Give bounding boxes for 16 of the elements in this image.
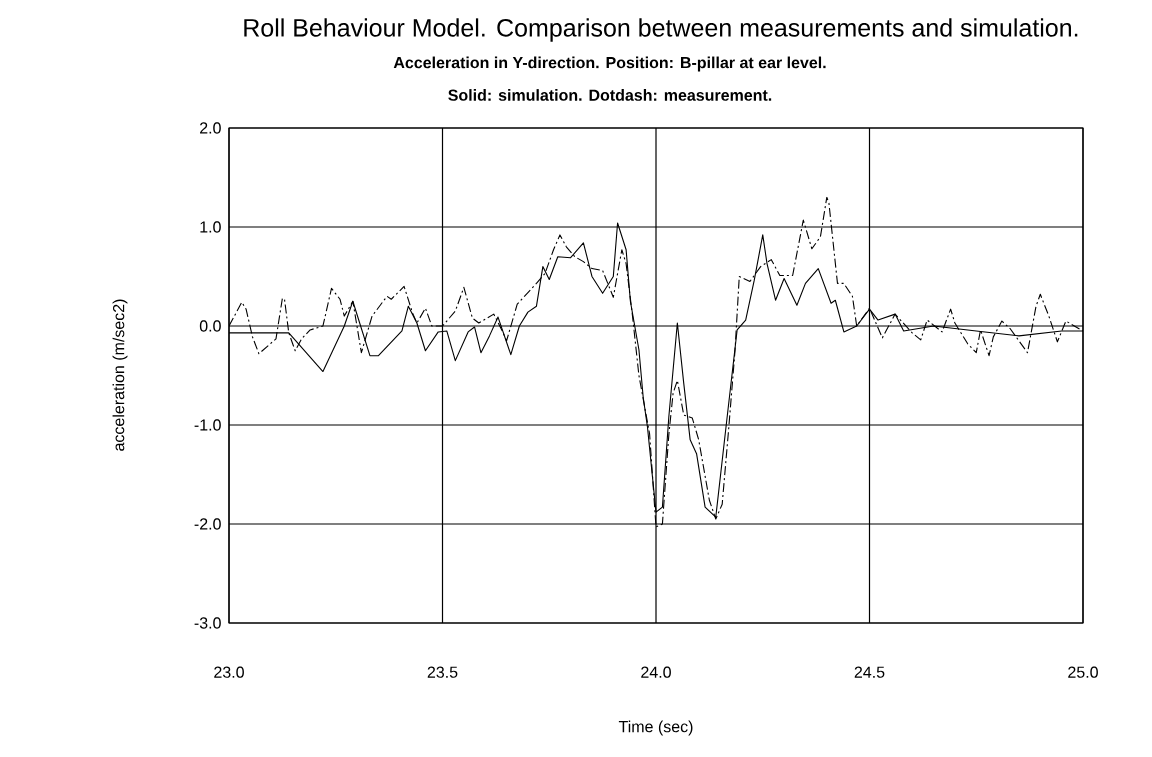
y-tick-label: -2.0 (194, 518, 221, 530)
chart-subtitle: Acceleration in Y-direction. Position: B-pillar at ear level. (393, 56, 826, 72)
x-tick-label: 23.0 (214, 666, 244, 678)
x-tick-label: 24.0 (641, 666, 671, 678)
y-axis-title: acceleration (m/sec2) (112, 299, 128, 451)
y-tick-label: 0.0 (199, 320, 221, 332)
y-tick-label: 1.0 (200, 221, 221, 233)
y-tick-label: 2.0 (200, 122, 221, 134)
x-axis-title: Time (sec) (618, 720, 693, 736)
x-tick-label: 23.5 (427, 666, 458, 678)
text: Solid: simulation. Dotdash: measurement. (448, 89, 772, 101)
y-tick-label: -3.0 (194, 617, 221, 629)
x-tick-label: 24.5 (854, 666, 885, 678)
x-tick-label: 25.0 (1068, 666, 1098, 678)
y-tick-label: -1.0 (194, 419, 221, 431)
chart-title: Roll Behaviour Model. Comparison between measurements and simulation. (244, 18, 1078, 42)
